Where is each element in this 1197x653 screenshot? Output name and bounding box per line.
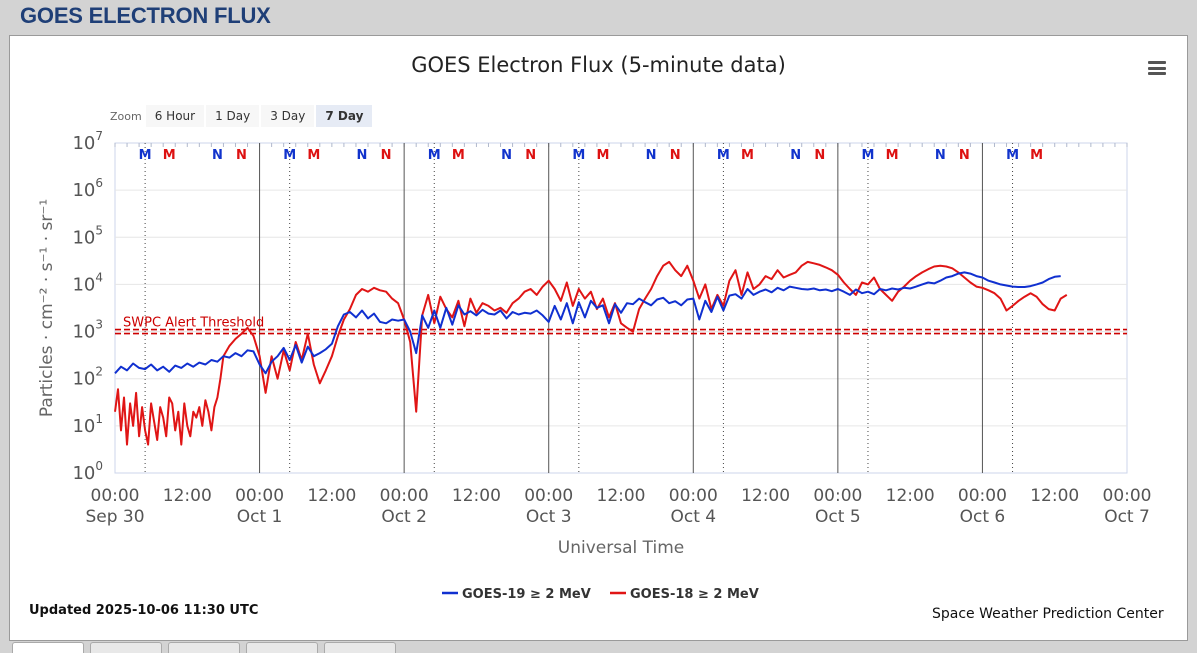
legend-item: GOES-18 ≥ 2 MeV <box>630 587 759 602</box>
x-tick-date-label: Oct 6 <box>960 507 1006 527</box>
x-tick-time-label: 12:00 <box>741 486 790 506</box>
noon-midnight-marker: M <box>163 148 176 163</box>
threshold-label: SWPC Alert Threshold <box>123 316 264 331</box>
x-tick-time-label: 00:00 <box>958 486 1007 506</box>
zoom-3-day-button[interactable]: 3 Day <box>261 105 315 127</box>
credit-label: Space Weather Prediction Center <box>932 606 1164 622</box>
x-tick-date-label: Oct 4 <box>670 507 716 527</box>
noon-midnight-marker: N <box>381 148 392 163</box>
x-tick-time-label: 12:00 <box>307 486 356 506</box>
zoom-bar: Zoom 6 Hour 1 Day 3 Day 7 Day <box>110 104 374 128</box>
noon-midnight-marker: M <box>428 148 441 163</box>
noon-midnight-marker: M <box>741 148 754 163</box>
y-tick-label: 101 <box>72 412 103 437</box>
noon-midnight-marker: N <box>935 148 946 163</box>
zoom-7-day-button[interactable]: 7 Day <box>316 105 373 127</box>
bottom-tab[interactable] <box>90 642 162 653</box>
x-tick-time-label: 12:00 <box>1030 486 1079 506</box>
noon-midnight-marker: N <box>525 148 536 163</box>
legend-item: GOES-19 ≥ 2 MeV <box>462 587 591 602</box>
x-tick-time-label: 12:00 <box>886 486 935 506</box>
bottom-tab[interactable] <box>246 642 318 653</box>
y-axis-label: Particles · cm⁻² · s⁻¹ · sr⁻¹ <box>37 199 57 417</box>
noon-midnight-marker: N <box>357 148 368 163</box>
x-tick-time-label: 00:00 <box>91 486 140 506</box>
noon-midnight-marker: M <box>452 148 465 163</box>
x-tick-time-label: 00:00 <box>669 486 718 506</box>
noon-midnight-marker: M <box>283 148 296 163</box>
x-tick-date-label: Oct 2 <box>381 507 427 527</box>
bottom-tab[interactable] <box>12 642 84 653</box>
bottom-tab[interactable] <box>324 642 396 653</box>
x-tick-date-label: Oct 5 <box>815 507 861 527</box>
chart-menu-icon[interactable] <box>1148 61 1166 75</box>
noon-midnight-marker: N <box>670 148 681 163</box>
noon-midnight-marker: M <box>862 148 875 163</box>
noon-midnight-marker: M <box>596 148 609 163</box>
zoom-label: Zoom <box>110 109 142 123</box>
x-tick-date-label: Sep 30 <box>85 507 144 527</box>
noon-midnight-marker: N <box>646 148 657 163</box>
x-tick-time-label: 12:00 <box>452 486 501 506</box>
y-tick-label: 106 <box>72 176 103 201</box>
page-header: GOES ELECTRON FLUX <box>20 3 271 28</box>
series-line-goes-19-2-mev <box>114 271 1061 375</box>
chart-title: GOES Electron Flux (5-minute data) <box>411 53 786 77</box>
noon-midnight-marker: N <box>212 148 223 163</box>
noon-midnight-marker: N <box>959 148 970 163</box>
y-tick-label: 100 <box>72 459 103 484</box>
x-tick-time-label: 12:00 <box>597 486 646 506</box>
zoom-1-day-button[interactable]: 1 Day <box>206 105 260 127</box>
y-tick-label: 103 <box>72 318 103 343</box>
x-tick-time-label: 00:00 <box>1103 486 1152 506</box>
x-tick-time-label: 00:00 <box>813 486 862 506</box>
x-tick-date-label: Oct 3 <box>526 507 572 527</box>
noon-midnight-marker: M <box>307 148 320 163</box>
noon-midnight-marker: M <box>572 148 585 163</box>
noon-midnight-marker: N <box>501 148 512 163</box>
noon-midnight-marker: M <box>1006 148 1019 163</box>
bottom-tab[interactable] <box>168 642 240 653</box>
noon-midnight-marker: M <box>1030 148 1043 163</box>
series-line-goes-18-2-mev <box>114 260 1068 446</box>
y-tick-label: 107 <box>72 129 103 154</box>
x-tick-time-label: 12:00 <box>163 486 212 506</box>
x-tick-date-label: Oct 1 <box>237 507 283 527</box>
plot-area <box>114 142 1128 474</box>
x-tick-time-label: 00:00 <box>524 486 573 506</box>
bottom-tabs <box>12 642 402 653</box>
noon-midnight-marker: N <box>790 148 801 163</box>
noon-midnight-marker: N <box>814 148 825 163</box>
noon-midnight-marker: M <box>717 148 730 163</box>
updated-timestamp: Updated 2025-10-06 11:30 UTC <box>29 603 259 618</box>
y-tick-label: 105 <box>72 223 103 248</box>
x-tick-time-label: 00:00 <box>380 486 429 506</box>
noon-midnight-marker: M <box>139 148 152 163</box>
y-tick-label: 102 <box>72 365 103 390</box>
zoom-6-hour-button[interactable]: 6 Hour <box>145 105 205 127</box>
x-tick-time-label: 00:00 <box>235 486 284 506</box>
x-axis-label: Universal Time <box>558 538 684 558</box>
noon-midnight-marker: N <box>236 148 247 163</box>
x-tick-date-label: Oct 7 <box>1104 507 1150 527</box>
noon-midnight-marker: M <box>886 148 899 163</box>
y-tick-label: 104 <box>72 270 103 295</box>
